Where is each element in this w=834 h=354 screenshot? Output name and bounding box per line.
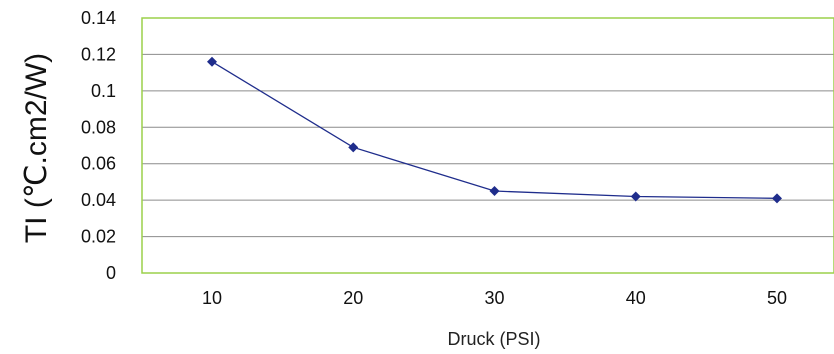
y-tick-label: 0.1 bbox=[91, 81, 116, 101]
y-axis-ticks: 0 0.02 0.04 0.06 0.08 0.1 0.12 0.14 bbox=[81, 8, 116, 283]
y-tick-label: 0.14 bbox=[81, 8, 116, 28]
y-axis-title: TI (℃.cm2/W) bbox=[20, 53, 53, 243]
y-tick-label: 0 bbox=[106, 263, 116, 283]
x-tick-label: 30 bbox=[484, 288, 504, 308]
gridlines bbox=[142, 53, 834, 238]
y-tick-label: 0.04 bbox=[81, 190, 116, 210]
plot-area-border bbox=[141, 17, 834, 274]
y-tick-label: 0.08 bbox=[81, 117, 116, 137]
data-point-marker bbox=[772, 193, 782, 204]
series-markers bbox=[207, 56, 782, 204]
data-point-marker bbox=[348, 142, 359, 153]
y-tick-label: 0.12 bbox=[81, 44, 116, 64]
data-point-marker bbox=[489, 186, 500, 197]
data-point-marker bbox=[630, 191, 641, 202]
x-tick-label: 10 bbox=[202, 288, 222, 308]
data-point-marker bbox=[207, 56, 217, 67]
x-axis-title: Druck (PSI) bbox=[447, 329, 540, 349]
x-tick-label: 20 bbox=[343, 288, 363, 308]
x-tick-label: 50 bbox=[767, 288, 787, 308]
x-axis-ticks: 10 20 30 40 50 bbox=[202, 288, 787, 308]
y-tick-label: 0.06 bbox=[81, 154, 116, 174]
y-tick-label: 0.02 bbox=[81, 227, 116, 247]
x-tick-label: 40 bbox=[626, 288, 646, 308]
series-line bbox=[211, 61, 778, 199]
